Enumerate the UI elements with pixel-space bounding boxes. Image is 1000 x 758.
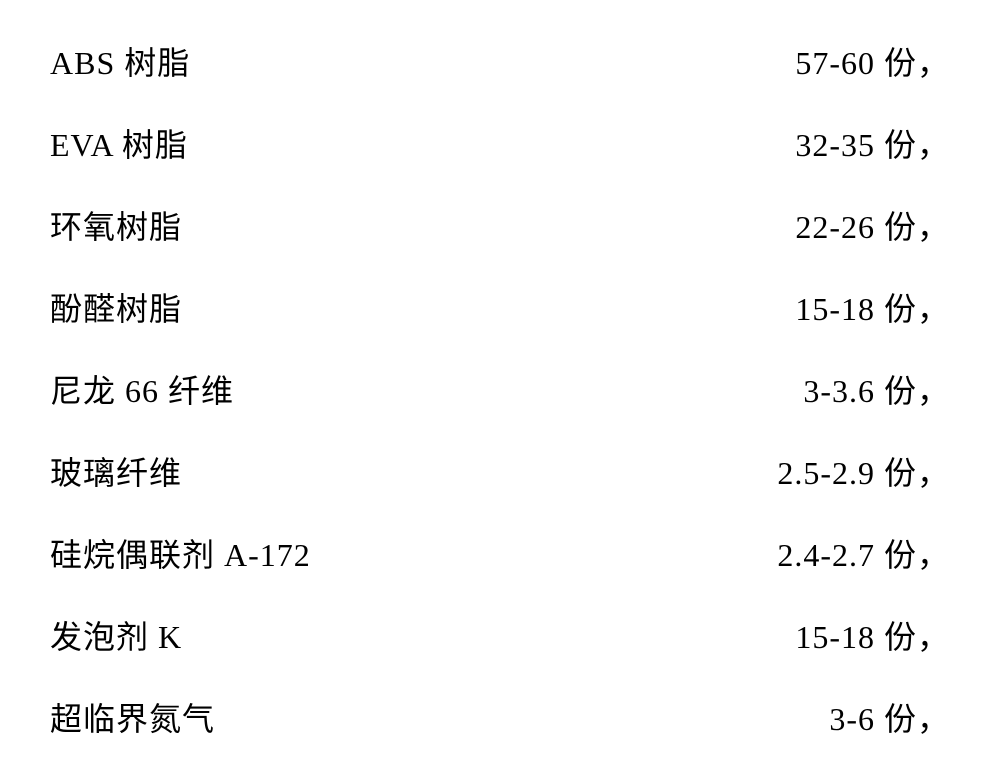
- ingredient-label: 发泡剂 K: [50, 612, 182, 658]
- ingredient-value: 15-18 份，: [795, 612, 950, 658]
- ingredient-value: 3-3.6 份，: [803, 366, 950, 412]
- ingredient-label: EVA 树脂: [50, 120, 188, 166]
- table-row: 超临界氮气 3-6 份，: [50, 676, 950, 758]
- ingredient-value: 32-35 份，: [795, 120, 950, 166]
- ingredient-value: 15-18 份，: [795, 284, 950, 330]
- ingredient-label: 环氧树脂: [50, 202, 182, 248]
- table-row: 发泡剂 K 15-18 份，: [50, 594, 950, 676]
- table-row: EVA 树脂 32-35 份，: [50, 102, 950, 184]
- ingredient-label: 玻璃纤维: [50, 448, 182, 494]
- ingredient-value: 3-6 份，: [829, 694, 950, 740]
- ingredient-value: 2.5-2.9 份，: [777, 448, 950, 494]
- table-row: 玻璃纤维 2.5-2.9 份，: [50, 430, 950, 512]
- ingredient-value: 57-60 份，: [795, 38, 950, 84]
- table-row: 硅烷偶联剂 A-172 2.4-2.7 份，: [50, 512, 950, 594]
- ingredient-label: 硅烷偶联剂 A-172: [50, 530, 311, 576]
- ingredient-label: 尼龙 66 纤维: [50, 366, 234, 412]
- table-row: 环氧树脂 22-26 份，: [50, 184, 950, 266]
- composition-table: ABS 树脂 57-60 份， EVA 树脂 32-35 份， 环氧树脂 22-…: [50, 20, 950, 758]
- ingredient-label: 酚醛树脂: [50, 284, 182, 330]
- table-row: 酚醛树脂 15-18 份，: [50, 266, 950, 348]
- ingredient-value: 22-26 份，: [795, 202, 950, 248]
- ingredient-value: 2.4-2.7 份，: [777, 530, 950, 576]
- ingredient-label: 超临界氮气: [50, 694, 215, 740]
- table-row: 尼龙 66 纤维 3-3.6 份，: [50, 348, 950, 430]
- ingredient-label: ABS 树脂: [50, 38, 190, 84]
- table-row: ABS 树脂 57-60 份，: [50, 20, 950, 102]
